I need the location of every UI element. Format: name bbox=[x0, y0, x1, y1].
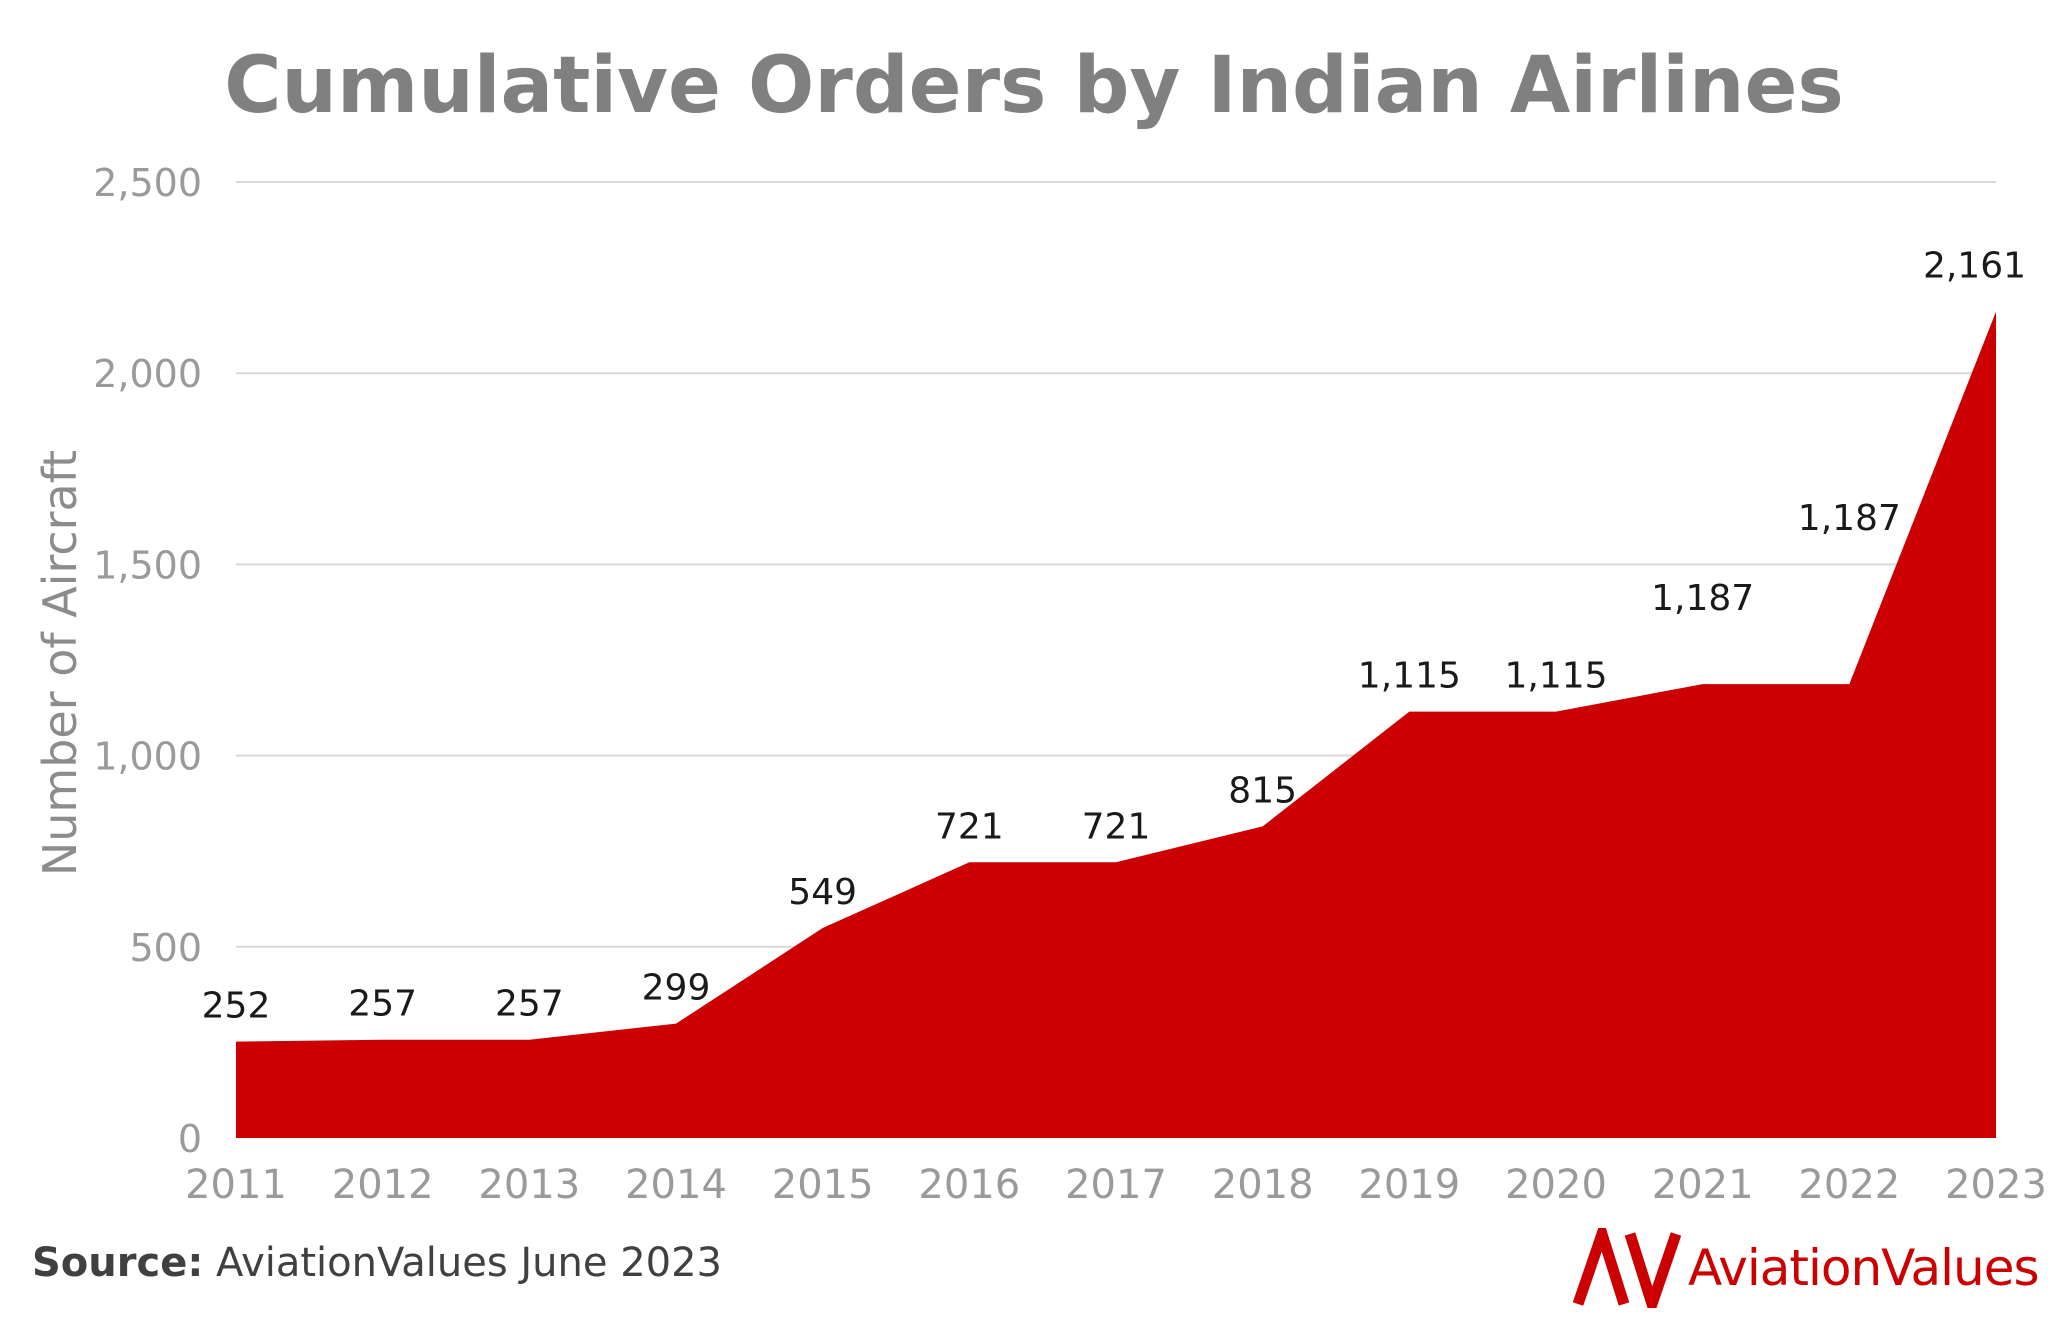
x-tick-label: 2020 bbox=[1505, 1162, 1607, 1208]
logo-av-mark-icon bbox=[1572, 1228, 1682, 1308]
data-label: 1,115 bbox=[1504, 656, 1607, 697]
y-tick-label: 2,500 bbox=[93, 161, 202, 205]
x-tick-label: 2017 bbox=[1065, 1162, 1167, 1208]
data-label: 257 bbox=[348, 984, 417, 1025]
x-tick-label: 2015 bbox=[772, 1162, 874, 1208]
data-label: 257 bbox=[495, 984, 564, 1025]
x-tick-label: 2018 bbox=[1212, 1162, 1314, 1208]
data-label: 2,161 bbox=[1923, 246, 2026, 287]
aviationvalues-logo: AviationValues bbox=[1572, 1228, 2040, 1308]
data-label: 721 bbox=[1082, 806, 1151, 847]
data-labels: 252 257 257 299 549 721 721 815 1,115 1,115 1,187 1… bbox=[202, 246, 2026, 1027]
y-tick-label: 500 bbox=[129, 926, 202, 970]
x-tick-label: 2023 bbox=[1945, 1162, 2047, 1208]
x-tick-label: 2022 bbox=[1798, 1162, 1900, 1208]
y-tick-label: 1,500 bbox=[93, 543, 202, 587]
source-note: Source: AviationValues June 2023 bbox=[32, 1240, 722, 1286]
source-text: AviationValues June 2023 bbox=[216, 1240, 723, 1286]
x-tick-label: 2016 bbox=[918, 1162, 1020, 1208]
data-label: 721 bbox=[935, 806, 1004, 847]
data-label: 1,187 bbox=[1798, 498, 1901, 539]
y-tick-label: 1,000 bbox=[93, 735, 202, 779]
x-tick-label: 2019 bbox=[1358, 1162, 1460, 1208]
y-tick-label: 2,000 bbox=[93, 352, 202, 396]
data-label: 299 bbox=[642, 968, 711, 1009]
data-label: 252 bbox=[202, 986, 271, 1027]
chart-title: Cumulative Orders by Indian Airlines bbox=[224, 41, 1844, 131]
data-label: 1,115 bbox=[1358, 656, 1461, 697]
x-tick-label: 2014 bbox=[625, 1162, 727, 1208]
x-tick-label: 2012 bbox=[332, 1162, 434, 1208]
x-tick-label: 2011 bbox=[185, 1162, 287, 1208]
y-axis-ticks: 0 500 1,000 1,500 2,000 2,500 bbox=[93, 161, 202, 1161]
x-axis-ticks: 2011 2012 2013 2014 2015 2016 2017 2018 2019 2020… bbox=[185, 1162, 2047, 1208]
source-label: Source: bbox=[32, 1240, 204, 1286]
data-label: 549 bbox=[788, 872, 857, 913]
x-tick-label: 2013 bbox=[478, 1162, 580, 1208]
data-label: 815 bbox=[1228, 770, 1297, 811]
y-axis-label: Number of Aircraft bbox=[33, 450, 87, 876]
y-tick-label: 0 bbox=[178, 1117, 202, 1161]
area-series bbox=[236, 311, 1996, 1138]
data-label: 1,187 bbox=[1651, 578, 1754, 619]
x-tick-label: 2021 bbox=[1652, 1162, 1754, 1208]
logo-text: AviationValues bbox=[1688, 1239, 2040, 1297]
